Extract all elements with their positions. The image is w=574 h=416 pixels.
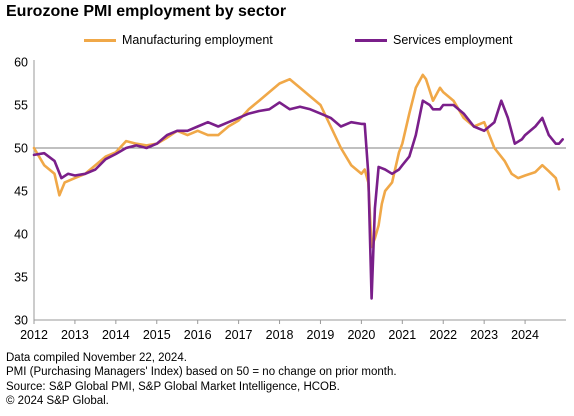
y-tick-label: 30 xyxy=(14,314,28,328)
x-tick-label: 2022 xyxy=(429,328,457,342)
legend-label-manufacturing: Manufacturing employment xyxy=(122,33,273,47)
y-tick-label: 50 xyxy=(14,142,28,156)
chart-title: Eurozone PMI employment by sector xyxy=(6,3,287,20)
legend-label-services: Services employment xyxy=(393,33,513,47)
footer-pmi-note: PMI (Purchasing Managers' Index) based o… xyxy=(6,366,397,379)
y-tick-label: 55 xyxy=(14,99,28,113)
y-tick-label: 45 xyxy=(14,185,28,199)
footer-source: Source: S&P Global PMI, S&P Global Marke… xyxy=(6,380,340,393)
legend-item-services: Services employment xyxy=(355,33,513,47)
x-tick-label: 2018 xyxy=(266,328,294,342)
x-tick-label: 2013 xyxy=(61,328,89,342)
x-tick-label: 2015 xyxy=(143,328,171,342)
x-tick-label: 2017 xyxy=(225,328,253,342)
line-chart: 30 35 40 45 50 55 60 2012 2013 2014 2015 2016 2017 20… xyxy=(14,56,566,342)
x-tick-label: 2021 xyxy=(388,328,416,342)
chart-footer: Data compiled November 22, 2024. PMI (Pu… xyxy=(6,351,397,408)
x-tick-label: 2016 xyxy=(184,328,212,342)
x-tick-label: 2020 xyxy=(347,328,375,342)
x-tick-label: 2014 xyxy=(102,328,130,342)
y-tick-label: 35 xyxy=(14,271,28,285)
footer-copyright: © 2024 S&P Global. xyxy=(6,394,109,407)
footer-date: Data compiled November 22, 2024. xyxy=(6,352,187,364)
series-line-services xyxy=(32,99,564,300)
legend-item-manufacturing: Manufacturing employment xyxy=(84,33,273,47)
y-tick-label: 40 xyxy=(14,228,28,242)
x-tick-label: 2012 xyxy=(20,328,48,342)
legend-swatch-services xyxy=(355,38,387,42)
series-line-manufacturing xyxy=(32,73,561,249)
x-tick-label: 2019 xyxy=(307,328,335,342)
x-tick-label: 2023 xyxy=(470,328,498,342)
x-tick-label: 2024 xyxy=(511,328,539,342)
legend-swatch-manufacturing xyxy=(84,38,116,42)
legend: Manufacturing employment Services employ… xyxy=(0,33,574,51)
y-tick-label: 60 xyxy=(14,56,28,70)
